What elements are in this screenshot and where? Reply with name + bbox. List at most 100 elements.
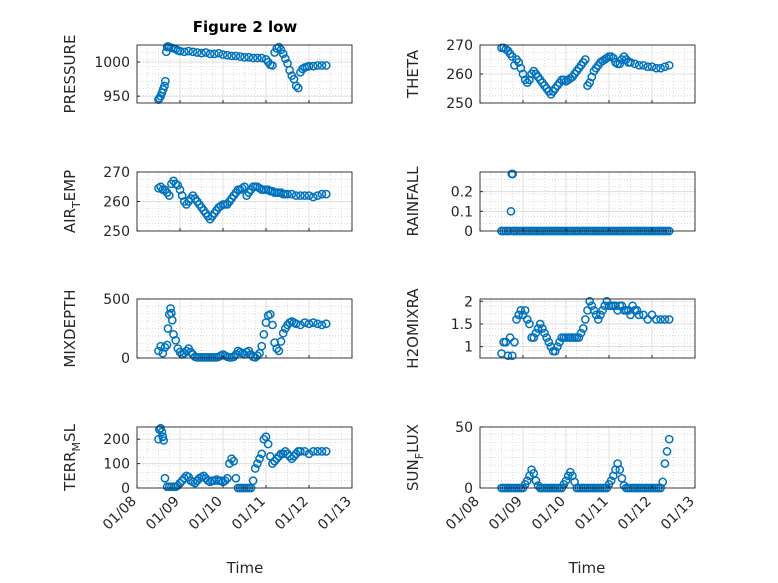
data-point <box>291 319 301 329</box>
y-tick-label: 1.5 <box>451 317 473 333</box>
data-point <box>190 478 200 488</box>
data-point <box>160 81 169 91</box>
data-point <box>561 476 571 486</box>
y-tick-label: 200 <box>103 432 130 448</box>
data-point <box>259 434 269 444</box>
minor-grid <box>480 172 695 231</box>
data-point <box>227 51 236 61</box>
y-tick-label: 0 <box>121 481 130 497</box>
data-point <box>160 473 170 483</box>
y-tick-label: 0.2 <box>451 185 473 201</box>
y-tick-label: 50 <box>455 420 473 436</box>
data-point <box>538 324 547 333</box>
data-point <box>656 315 665 324</box>
data-point <box>222 50 232 60</box>
minor-grid <box>137 299 352 358</box>
data-point <box>159 436 169 445</box>
data-point <box>231 473 241 483</box>
data-point <box>581 315 590 324</box>
data-point <box>253 351 262 360</box>
data-point <box>184 46 193 56</box>
data-point <box>664 434 674 444</box>
data-point <box>304 61 314 71</box>
data-point <box>227 454 236 464</box>
data-point <box>244 52 254 62</box>
data-point <box>304 191 314 200</box>
data-point <box>634 310 644 320</box>
data-point <box>507 351 517 361</box>
y-axis-label-air_temp: AIRTEMP <box>61 170 83 233</box>
x-tick-label: 01/11 <box>572 494 612 534</box>
panel-rainfall: 0 0.1 0.2 RAINFALL <box>404 166 696 240</box>
data-point <box>175 46 185 56</box>
data-point <box>553 342 562 352</box>
data-point <box>188 47 198 57</box>
series-theta <box>497 43 674 99</box>
data-point <box>300 191 310 200</box>
data-point <box>658 477 668 487</box>
data-point <box>540 328 549 338</box>
data-point <box>643 315 653 324</box>
data-point <box>166 304 175 313</box>
data-point <box>257 341 267 351</box>
data-point <box>263 439 273 449</box>
x-axis-label-right: Time <box>568 559 606 577</box>
data-point <box>518 310 528 320</box>
data-point <box>250 464 260 473</box>
data-point <box>617 473 627 483</box>
data-point <box>313 191 322 200</box>
data-point <box>157 427 167 437</box>
data-point <box>248 53 258 63</box>
data-point <box>522 476 532 486</box>
data-point <box>533 324 543 333</box>
y-tick-label: 0 <box>464 481 473 497</box>
data-point <box>173 481 183 490</box>
data-point <box>508 169 518 179</box>
panel-sun_flux: 0 50 01/08 01/09 01/10 01/11 01/12 01/13 SUNFLUX <box>404 420 698 533</box>
y-axis-label-sun_flux: SUNFLUX <box>404 424 426 491</box>
y-tick-label: 270 <box>103 165 130 181</box>
minor-grid <box>137 172 352 231</box>
y-tick-label: 0.1 <box>451 204 473 220</box>
x-tick-label: 01/08 <box>100 494 140 534</box>
data-point <box>231 51 241 61</box>
data-point <box>220 476 230 486</box>
data-point <box>660 459 670 468</box>
y-axis-label-terr_msl: TERRMSL <box>61 423 83 492</box>
data-point <box>525 319 534 329</box>
data-point <box>520 305 530 315</box>
data-point <box>321 189 331 199</box>
y-axis-label-rainfall: RAINFALL <box>404 166 422 237</box>
data-point <box>546 342 556 352</box>
data-point <box>514 310 524 320</box>
data-point <box>593 315 603 324</box>
data-point <box>587 301 597 311</box>
data-point <box>296 320 305 330</box>
data-point <box>291 191 301 200</box>
data-point <box>639 60 648 70</box>
y-axis-label-mixdepth: MIXDEPTH <box>61 289 79 367</box>
y-tick-label: 0 <box>121 351 130 367</box>
data-point <box>576 328 586 338</box>
data-point <box>664 60 674 70</box>
data-point <box>308 318 318 327</box>
data-point <box>274 451 284 461</box>
data-point <box>296 447 305 456</box>
axes-box <box>479 171 696 232</box>
data-point <box>321 319 331 329</box>
data-point <box>300 447 310 456</box>
data-point <box>606 476 616 486</box>
y-tick-label: 0 <box>464 224 473 240</box>
x-tick-label: 01/09 <box>143 494 183 534</box>
data-point <box>550 346 560 356</box>
data-point <box>268 61 277 70</box>
data-point <box>291 81 301 91</box>
data-point <box>615 59 625 69</box>
y-tick-label: 250 <box>103 224 130 240</box>
panel-h2omixra: 1 1.5 2 H2OMIXRA <box>404 288 696 369</box>
data-point <box>651 315 661 324</box>
panel-theta: 250 260 270 THETA <box>404 38 696 112</box>
data-point <box>317 61 327 70</box>
data-point <box>634 60 644 70</box>
